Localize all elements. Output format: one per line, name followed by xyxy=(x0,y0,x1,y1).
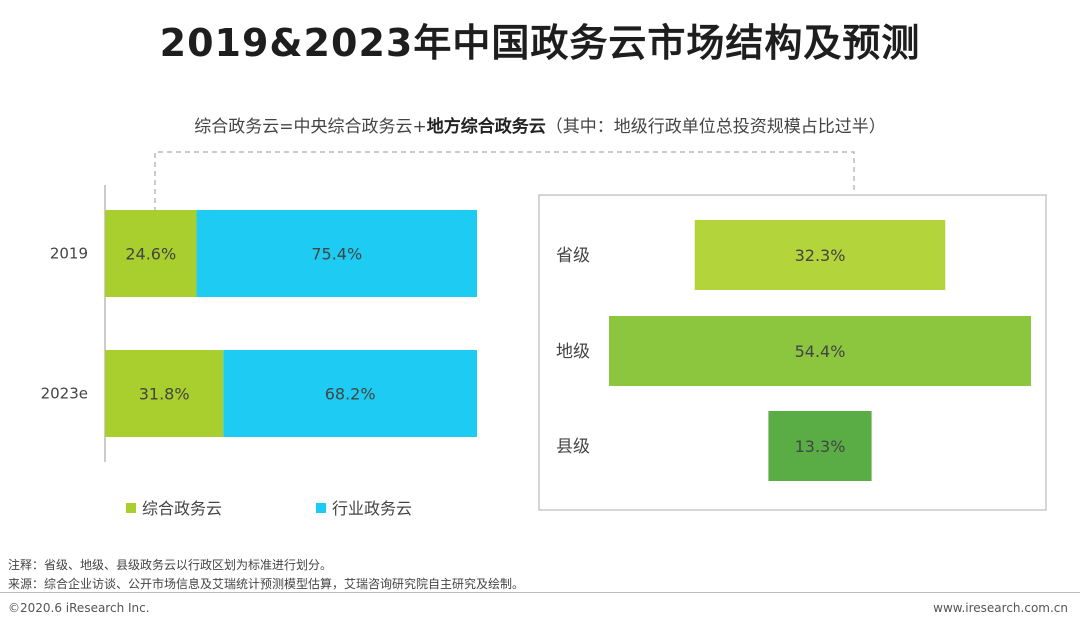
subtitle-part1: 综合政务云=中央综合政务云+ xyxy=(194,117,427,137)
stacked-bar-chart: 2019 24.6% 75.4% 2023e 31.8% 68.2% xyxy=(41,210,477,437)
bar-segment xyxy=(105,350,224,437)
footer-divider xyxy=(0,592,1080,593)
legend-label: 综合政务云 xyxy=(142,499,222,518)
data-label: 31.8% xyxy=(139,385,190,404)
legend-swatch xyxy=(316,503,326,513)
level-bar xyxy=(768,411,872,481)
chart-title: 2019&2023年中国政务云市场结构及预测 xyxy=(159,21,921,65)
breakdown-panel-frame xyxy=(538,194,1047,511)
data-label: 13.3% xyxy=(795,437,846,456)
website-text: www.iresearch.com.cn xyxy=(933,601,1068,615)
footnote-note: 注释：省级、地级、县级政务云以行政区划为标准进行划分。 xyxy=(8,558,333,572)
data-label: 32.3% xyxy=(795,246,846,265)
level-label: 县级 xyxy=(556,437,590,457)
level-breakdown-chart: 省级 32.3% 地级 54.4% 县级 13.3% xyxy=(556,220,1031,481)
subtitle-part2: 地方综合政务云 xyxy=(426,117,546,137)
data-label: 68.2% xyxy=(325,385,376,404)
chart-subtitle: 综合政务云=中央综合政务云+地方综合政务云（其中：地级行政单位总投资规模占比过半… xyxy=(0,112,1080,137)
level-bar xyxy=(694,220,946,290)
category-label: 2019 xyxy=(50,245,88,263)
bar-segment xyxy=(196,210,477,297)
level-label: 省级 xyxy=(556,246,590,266)
legend-label: 行业政务云 xyxy=(332,499,412,518)
bar-segment xyxy=(105,210,197,297)
copyright-text: ©2020.6 iResearch Inc. xyxy=(8,601,150,615)
data-label: 54.4% xyxy=(795,342,846,361)
bar-segment xyxy=(223,350,477,437)
level-label: 地级 xyxy=(556,342,590,362)
legend-swatch xyxy=(126,503,136,513)
chart-legend: 综合政务云 行业政务云 xyxy=(126,499,412,518)
data-label: 75.4% xyxy=(311,245,362,264)
level-bar xyxy=(609,316,1031,386)
data-label: 24.6% xyxy=(125,245,176,264)
connector-dashed-line xyxy=(154,151,855,212)
footnote-source: 来源：综合企业访谈、公开市场信息及艾瑞统计预测模型估算，艾瑞咨询研究院自主研究及… xyxy=(8,577,525,591)
category-label: 2023e xyxy=(41,385,88,403)
subtitle-part3: （其中：地级行政单位总投资规模占比过半） xyxy=(545,117,886,137)
